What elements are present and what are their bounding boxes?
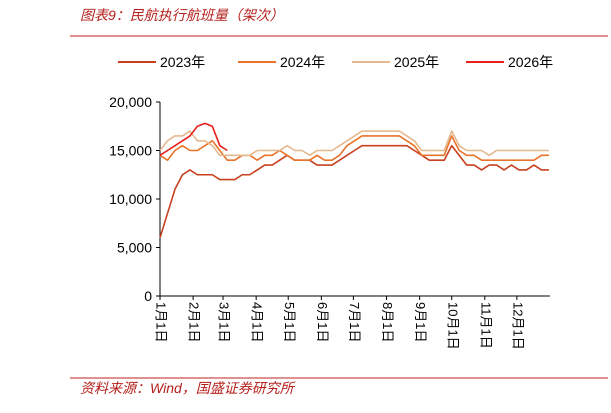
y-tick-label: 20,000 xyxy=(109,94,152,110)
x-tick-label: 2月1日 xyxy=(187,302,202,342)
x-tick-label: 6月1日 xyxy=(315,302,330,342)
legend-label: 2024年 xyxy=(280,54,325,70)
x-tick-label: 8月1日 xyxy=(380,302,395,342)
x-tick-label: 5月1日 xyxy=(282,302,297,342)
x-tick-label: 7月1日 xyxy=(347,302,362,342)
x-tick-label: 10月1日 xyxy=(445,302,460,350)
y-tick-label: 10,000 xyxy=(109,191,152,207)
x-tick-label: 4月1日 xyxy=(250,302,265,342)
x-tick-label: 9月1日 xyxy=(413,302,428,342)
x-tick-label: 12月1日 xyxy=(510,302,525,350)
legend-label: 2023年 xyxy=(160,54,205,70)
legend-label: 2025年 xyxy=(394,54,439,70)
x-tick-label: 1月1日 xyxy=(154,302,169,342)
source-note: 资料来源：Wind，国盛证券研究所 xyxy=(80,380,296,396)
series-line xyxy=(159,144,549,239)
series-line xyxy=(159,135,549,161)
series-line xyxy=(159,130,549,157)
y-tick-label: 15,000 xyxy=(109,143,152,159)
chart-title: 图表9：民航执行航班量（架次） xyxy=(80,7,284,23)
x-tick-label: 3月1日 xyxy=(217,302,232,342)
y-tick-label: 0 xyxy=(144,288,152,304)
legend-label: 2026年 xyxy=(508,54,553,70)
x-tick-label: 11月1日 xyxy=(478,302,493,349)
series-line xyxy=(159,122,228,157)
y-tick-label: 5,000 xyxy=(117,240,152,256)
